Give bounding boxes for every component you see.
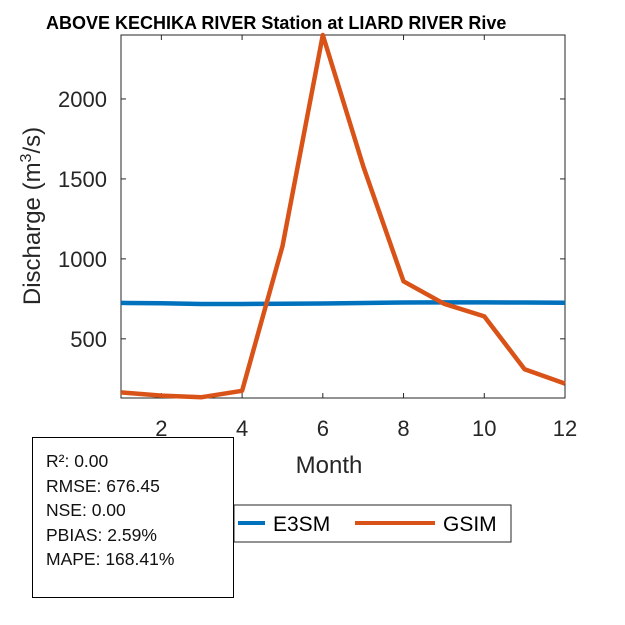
x-tick-label: 2 [155, 416, 167, 441]
x-tick-label: 8 [397, 416, 409, 441]
axis-ticks: 2 4 6 8 10 12 500 1000 1500 2000 [58, 35, 577, 441]
plot-area [120, 34, 566, 399]
stat-r2: R²: 0.00 [46, 451, 109, 471]
legend: E3SM GSIM [233, 504, 512, 543]
legend-label-gsim: GSIM [443, 513, 497, 536]
plot-series [120, 32, 566, 400]
stat-mape: MAPE: 168.41% [46, 549, 175, 569]
stat-pbias: PBIAS: 2.59% [46, 524, 157, 545]
stat-nse: NSE: 0.00 [46, 500, 126, 520]
y-tick-label: 1000 [58, 247, 107, 272]
y-axis-label: Discharge (m3/s) [18, 127, 46, 305]
chart-title: ABOVE KECHIKA RIVER Station at LIARD RIV… [46, 13, 506, 33]
y-tick-label: 1500 [58, 167, 107, 192]
stat-rmse: RMSE: 676.45 [46, 475, 160, 496]
series-line-e3sm [120, 300, 566, 307]
y-tick-label: 500 [70, 327, 107, 352]
stats-box: R²: 0.00 RMSE: 676.45 NSE: 0.00 PBIAS: 2… [32, 437, 234, 598]
y-tick-label: 2000 [58, 87, 107, 112]
x-tick-label: 4 [236, 416, 248, 441]
x-tick-label: 10 [472, 416, 496, 441]
series-line-gsim [120, 32, 566, 400]
x-tick-label: 12 [553, 416, 577, 441]
legend-label-e3sm: E3SM [273, 513, 330, 536]
x-axis-label: Month [296, 452, 363, 479]
x-tick-label: 6 [317, 416, 329, 441]
